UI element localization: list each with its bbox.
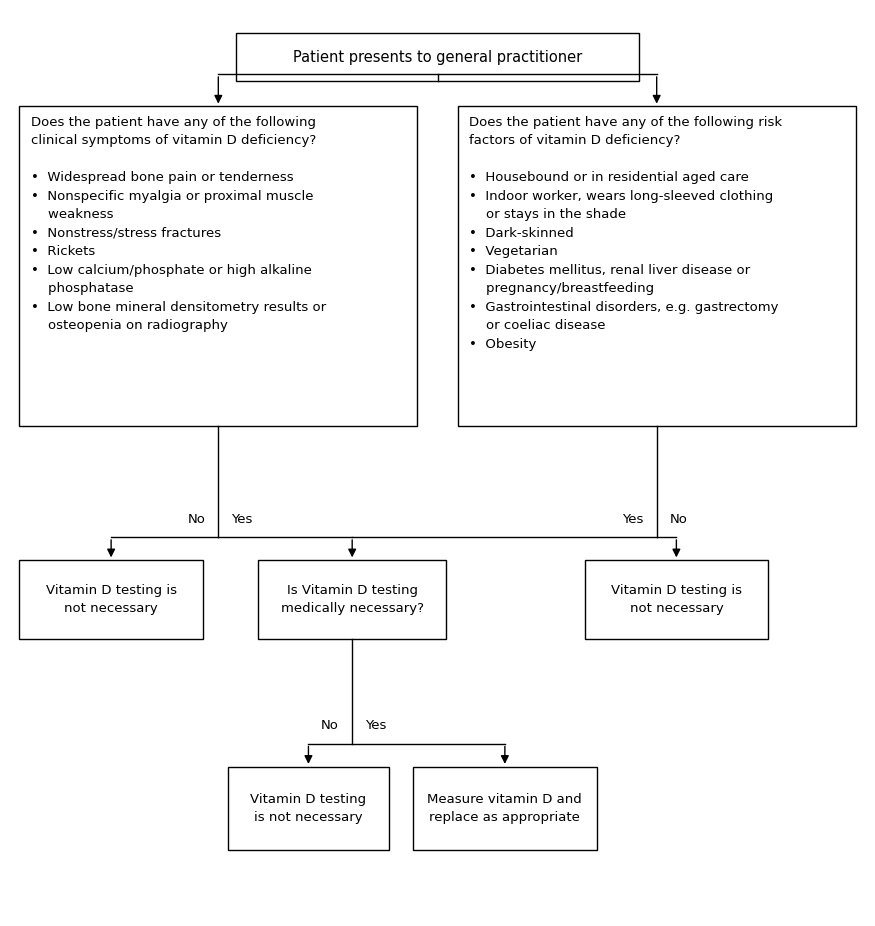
Text: Yes: Yes <box>231 513 253 526</box>
Bar <box>19 106 417 426</box>
Text: No: No <box>670 513 688 526</box>
Text: Vitamin D testing
is not necessary: Vitamin D testing is not necessary <box>250 793 367 824</box>
Bar <box>258 560 446 639</box>
Bar <box>236 33 639 81</box>
Text: Does the patient have any of the following risk
factors of vitamin D deficiency?: Does the patient have any of the followi… <box>469 116 782 351</box>
Text: Is Vitamin D testing
medically necessary?: Is Vitamin D testing medically necessary… <box>281 583 424 616</box>
Text: Yes: Yes <box>366 720 387 732</box>
Text: Vitamin D testing is
not necessary: Vitamin D testing is not necessary <box>611 583 742 616</box>
Text: Vitamin D testing is
not necessary: Vitamin D testing is not necessary <box>46 583 177 616</box>
Text: Measure vitamin D and
replace as appropriate: Measure vitamin D and replace as appropr… <box>428 793 582 824</box>
Text: Patient presents to general practitioner: Patient presents to general practitioner <box>293 50 582 65</box>
Text: No: No <box>187 513 205 526</box>
Text: Does the patient have any of the following
clinical symptoms of vitamin D defici: Does the patient have any of the followi… <box>31 116 325 332</box>
Bar <box>413 767 597 850</box>
Bar <box>228 767 389 850</box>
Bar <box>19 560 203 639</box>
Text: Yes: Yes <box>622 513 644 526</box>
Text: No: No <box>321 720 339 732</box>
Bar <box>458 106 856 426</box>
Bar <box>584 560 768 639</box>
